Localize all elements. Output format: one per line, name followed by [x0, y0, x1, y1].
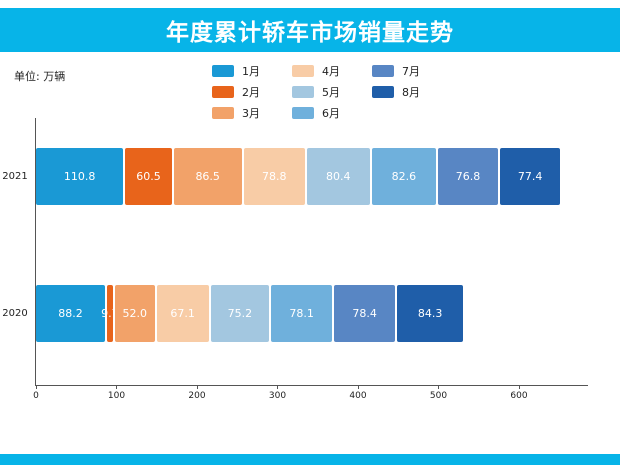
x-axis-tick-label: 600	[510, 391, 528, 401]
x-axis-tick	[518, 385, 520, 389]
bar-segment-2021-7月: 76.8	[438, 148, 498, 205]
legend-swatch	[372, 65, 394, 77]
legend-label: 2月	[242, 86, 260, 99]
plot-area: 110.8 60.5 86.5 78.8 80.4 82.6 76.8 77.4 88.2 9.7…	[33, 118, 588, 401]
bar-segment-2021-1月: 110.8	[36, 148, 124, 205]
legend-item-8月: 8月	[372, 85, 420, 99]
x-axis-tick	[438, 385, 439, 389]
bar-segment-2020-3月: 52.0	[114, 285, 155, 342]
y-axis-label-2021: 2021	[2, 170, 28, 182]
bar-segment-2020-4月: 67.1	[156, 285, 209, 342]
legend-label: 6月	[322, 107, 340, 120]
legend-label: 7月	[402, 65, 420, 78]
bar-segment-2021-3月: 86.5	[173, 148, 242, 205]
x-axis-tick-label: 0	[33, 391, 39, 401]
legend-item-1月: 1月	[212, 64, 260, 78]
bar-segment-2020-7月: 78.4	[334, 285, 396, 342]
chart-title: 年度累计轿车市场销量走势	[166, 20, 454, 46]
legend-swatch	[292, 65, 314, 77]
legend-label: 1月	[242, 65, 260, 78]
legend-item-2月: 2月	[212, 85, 260, 99]
legend-swatch	[372, 86, 394, 98]
legend-item-3月: 3月	[212, 106, 260, 120]
title-bar: 年度累计轿车市场销量走势	[0, 8, 620, 52]
bar-segment-2020-1月: 88.2	[36, 285, 105, 342]
bar-segment-2020-8月: 84.3	[397, 285, 464, 342]
unit-label: 单位: 万辆	[14, 70, 66, 83]
x-axis-tick-label: 200	[188, 391, 206, 401]
legend-item-7月: 7月	[372, 64, 420, 78]
x-axis-tick	[35, 385, 37, 389]
legend-item-4月: 4月	[292, 64, 340, 78]
footer-accent-bar	[0, 454, 620, 465]
legend-label: 5月	[322, 86, 340, 99]
x-axis-tick-label: 400	[349, 391, 367, 401]
legend-label: 8月	[402, 86, 420, 99]
x-axis-tick-label: 100	[107, 391, 126, 401]
bar-segment-2021-4月: 78.8	[243, 148, 305, 205]
legend-swatch	[212, 65, 234, 77]
legend-item-6月: 6月	[292, 106, 340, 120]
bar-segment-2020-2月: 9.7	[101, 285, 119, 342]
x-axis-tick	[116, 385, 117, 389]
bar-segment-2020-5月: 75.2	[210, 285, 270, 342]
legend-item-5月: 5月	[292, 85, 340, 99]
bar-row-2020: 88.2 9.7 52.0 67.1 75.2 78.1 78.4 84.3	[36, 285, 465, 342]
bar-row-2021: 110.8 60.5 86.5 78.8 80.4 82.6 76.8 77.4	[36, 148, 562, 205]
y-axis-label-2020: 2020	[2, 307, 28, 319]
legend-swatch	[212, 107, 234, 119]
x-axis-tick-label: 500	[429, 391, 448, 401]
bar-segment-2021-5月: 80.4	[306, 148, 370, 205]
bar-segment-2021-2月: 60.5	[125, 148, 172, 205]
bar-segment-2021-6月: 82.6	[371, 148, 437, 205]
legend-label: 3月	[242, 107, 260, 120]
legend: 1月 2月 3月 4月 5月 6月 7月 8月	[212, 64, 420, 120]
x-axis-tick	[277, 385, 278, 389]
legend-swatch	[292, 86, 314, 98]
bar-segment-2020-6月: 78.1	[271, 285, 333, 342]
x-axis-tick	[196, 385, 198, 389]
x-axis-tick	[357, 385, 359, 389]
legend-swatch	[292, 107, 314, 119]
bar-segment-2021-8月: 77.4	[499, 148, 561, 205]
legend-label: 4月	[322, 65, 340, 78]
legend-swatch	[212, 86, 234, 98]
x-axis-tick-label: 300	[268, 391, 287, 401]
